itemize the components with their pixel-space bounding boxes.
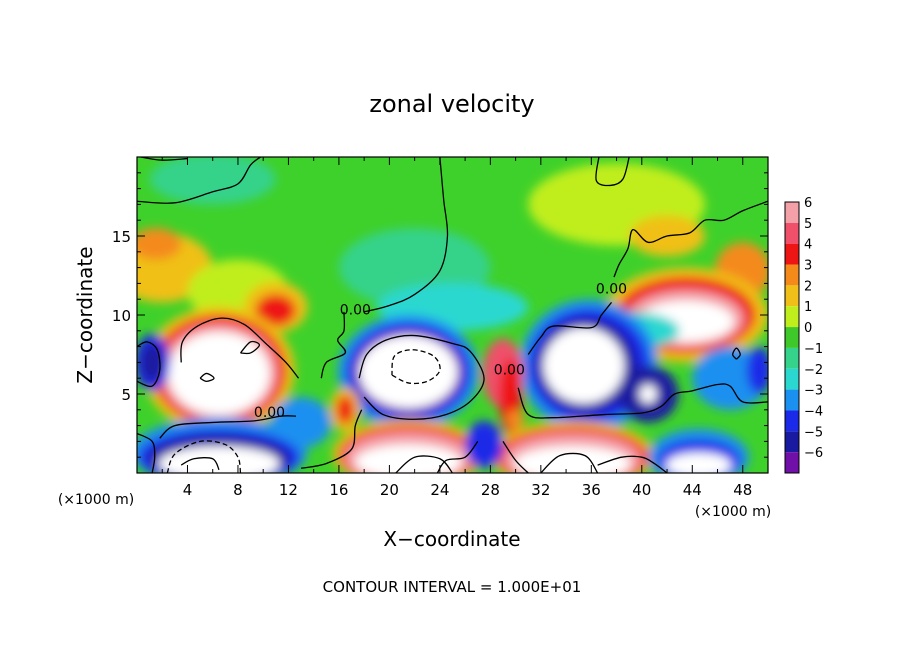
colorbar-label-12: −6 — [804, 446, 823, 461]
y-tick-label-0: 5 — [121, 386, 131, 404]
contour-labels: 0.00 0.00 0.00 0.00 — [254, 282, 627, 421]
contour-label-1: 0.00 — [254, 405, 285, 421]
contour-line-15 — [436, 440, 479, 473]
colorbar-swatch-11 — [785, 431, 799, 453]
contour-line-2 — [364, 157, 449, 313]
colorbar-label-6: 0 — [804, 321, 812, 336]
contour-line-24 — [540, 452, 599, 473]
contour-line-20 — [391, 349, 441, 385]
colorbar-label-0: 6 — [804, 196, 812, 211]
x-tick-label-4: 20 — [380, 481, 399, 499]
colorbar-label-2: 4 — [804, 238, 812, 253]
contour-line-6 — [320, 311, 347, 379]
contour-line-12 — [358, 334, 485, 420]
colorbar-swatch-1 — [785, 222, 799, 244]
colorbar-label-1: 5 — [804, 217, 812, 232]
contour-line-23 — [395, 455, 454, 473]
y-axis-label: Z−coordinate — [73, 246, 97, 383]
colorbar: 6 5 4 3 2 1 0 −1 −2 −3 −4 −5 −6 — [784, 196, 823, 474]
field-blob-21 — [639, 384, 657, 404]
field-blob-37 — [336, 395, 355, 425]
colorbar-swatch-4 — [785, 285, 799, 307]
contour-line-0 — [137, 157, 262, 204]
contour-line-18 — [199, 372, 215, 383]
x-tick-label-9: 40 — [632, 481, 651, 499]
contour-label-2: 0.00 — [494, 362, 525, 378]
colorbar-swatch-5 — [785, 306, 799, 328]
colorbar-swatch-7 — [785, 347, 799, 369]
contour-line-3 — [595, 157, 630, 187]
velocity-field — [137, 157, 768, 473]
x-unit-label-left: (×1000 m) — [58, 492, 134, 508]
chart-title: zonal velocity — [369, 90, 534, 118]
contour-line-22 — [180, 457, 220, 471]
field-blob-55 — [465, 420, 503, 469]
colorbar-swatch-12 — [785, 452, 799, 473]
colorbar-swatch-0 — [785, 202, 799, 223]
contour-label-3: 0.00 — [596, 282, 627, 298]
x-tick-label-11: 48 — [733, 481, 752, 499]
colorbar-frame — [784, 201, 800, 474]
y-tick-label-2: 15 — [112, 228, 131, 246]
contour-line-13 — [517, 383, 768, 419]
field-blob-54 — [665, 452, 732, 473]
field-blob-25 — [359, 335, 458, 409]
colorbar-swatch-9 — [785, 389, 799, 411]
contour-label-0: 0.00 — [340, 302, 371, 318]
colorbar-label-5: 1 — [804, 300, 812, 315]
contour-line-10 — [159, 415, 297, 439]
field-blob-32 — [168, 332, 270, 415]
x-tick-label-1: 8 — [233, 481, 243, 499]
colorbar-swatch-8 — [785, 368, 799, 390]
x-axis-label: X−coordinate — [383, 527, 520, 551]
contour-line-8 — [137, 341, 161, 388]
x-tick-label-0: 4 — [183, 481, 193, 499]
x-tick-label-2: 12 — [279, 481, 298, 499]
colorbar-label-10: −4 — [804, 404, 823, 419]
field-blob-47 — [355, 444, 462, 473]
x-tick-label-7: 32 — [531, 481, 550, 499]
x-tick-label-10: 44 — [683, 481, 702, 499]
colorbar-label-3: 3 — [804, 259, 812, 274]
colorbar-label-4: 2 — [804, 279, 812, 294]
colorbar-swatch-10 — [785, 410, 799, 432]
x-tick-label-6: 28 — [481, 481, 500, 499]
x-tick-label-5: 24 — [430, 481, 449, 499]
contour-line-19 — [239, 340, 261, 355]
field-blob-5 — [255, 294, 297, 327]
field-blob-28 — [506, 409, 525, 429]
colorbar-label-8: −2 — [804, 363, 823, 378]
contour-line-16 — [502, 441, 529, 473]
field-blob-43 — [158, 446, 280, 473]
field-blob-1 — [137, 228, 182, 260]
y-axis-ticks: 5 10 15 — [112, 172, 768, 458]
plot-area — [137, 157, 768, 473]
colorbar-swatch-6 — [785, 327, 799, 348]
x-tick-label-3: 16 — [329, 481, 348, 499]
contour-line-9 — [137, 432, 156, 473]
x-tick-label-8: 36 — [582, 481, 601, 499]
contour-line-11 — [300, 409, 363, 469]
colorbar-swatch-3 — [785, 264, 799, 286]
colorbar-label-7: −1 — [804, 342, 823, 357]
contour-line-21 — [166, 440, 242, 473]
field-blob-39 — [746, 346, 768, 394]
contour-line-17 — [732, 347, 741, 360]
field-blob-19 — [543, 327, 625, 404]
field-blob-51 — [514, 446, 631, 473]
contour-line-5 — [527, 301, 613, 355]
contour-line-7 — [180, 317, 300, 379]
contour-line-14 — [597, 455, 668, 473]
x-unit-label-right: (×1000 m) — [695, 504, 771, 520]
colorbar-label-9: −3 — [804, 384, 823, 399]
x-axis-ticks: 4 8 12 16 20 24 28 32 36 40 44 48 — [161, 157, 752, 499]
field-blob-2 — [149, 157, 276, 205]
y-tick-label-1: 10 — [112, 307, 131, 325]
colorbar-swatch-2 — [785, 243, 799, 265]
contour-lines — [137, 157, 768, 473]
contour-line-4 — [613, 200, 768, 278]
contour-interval-note: CONTOUR INTERVAL = 1.000E+01 — [323, 578, 582, 596]
colorbar-label-11: −5 — [804, 425, 823, 440]
